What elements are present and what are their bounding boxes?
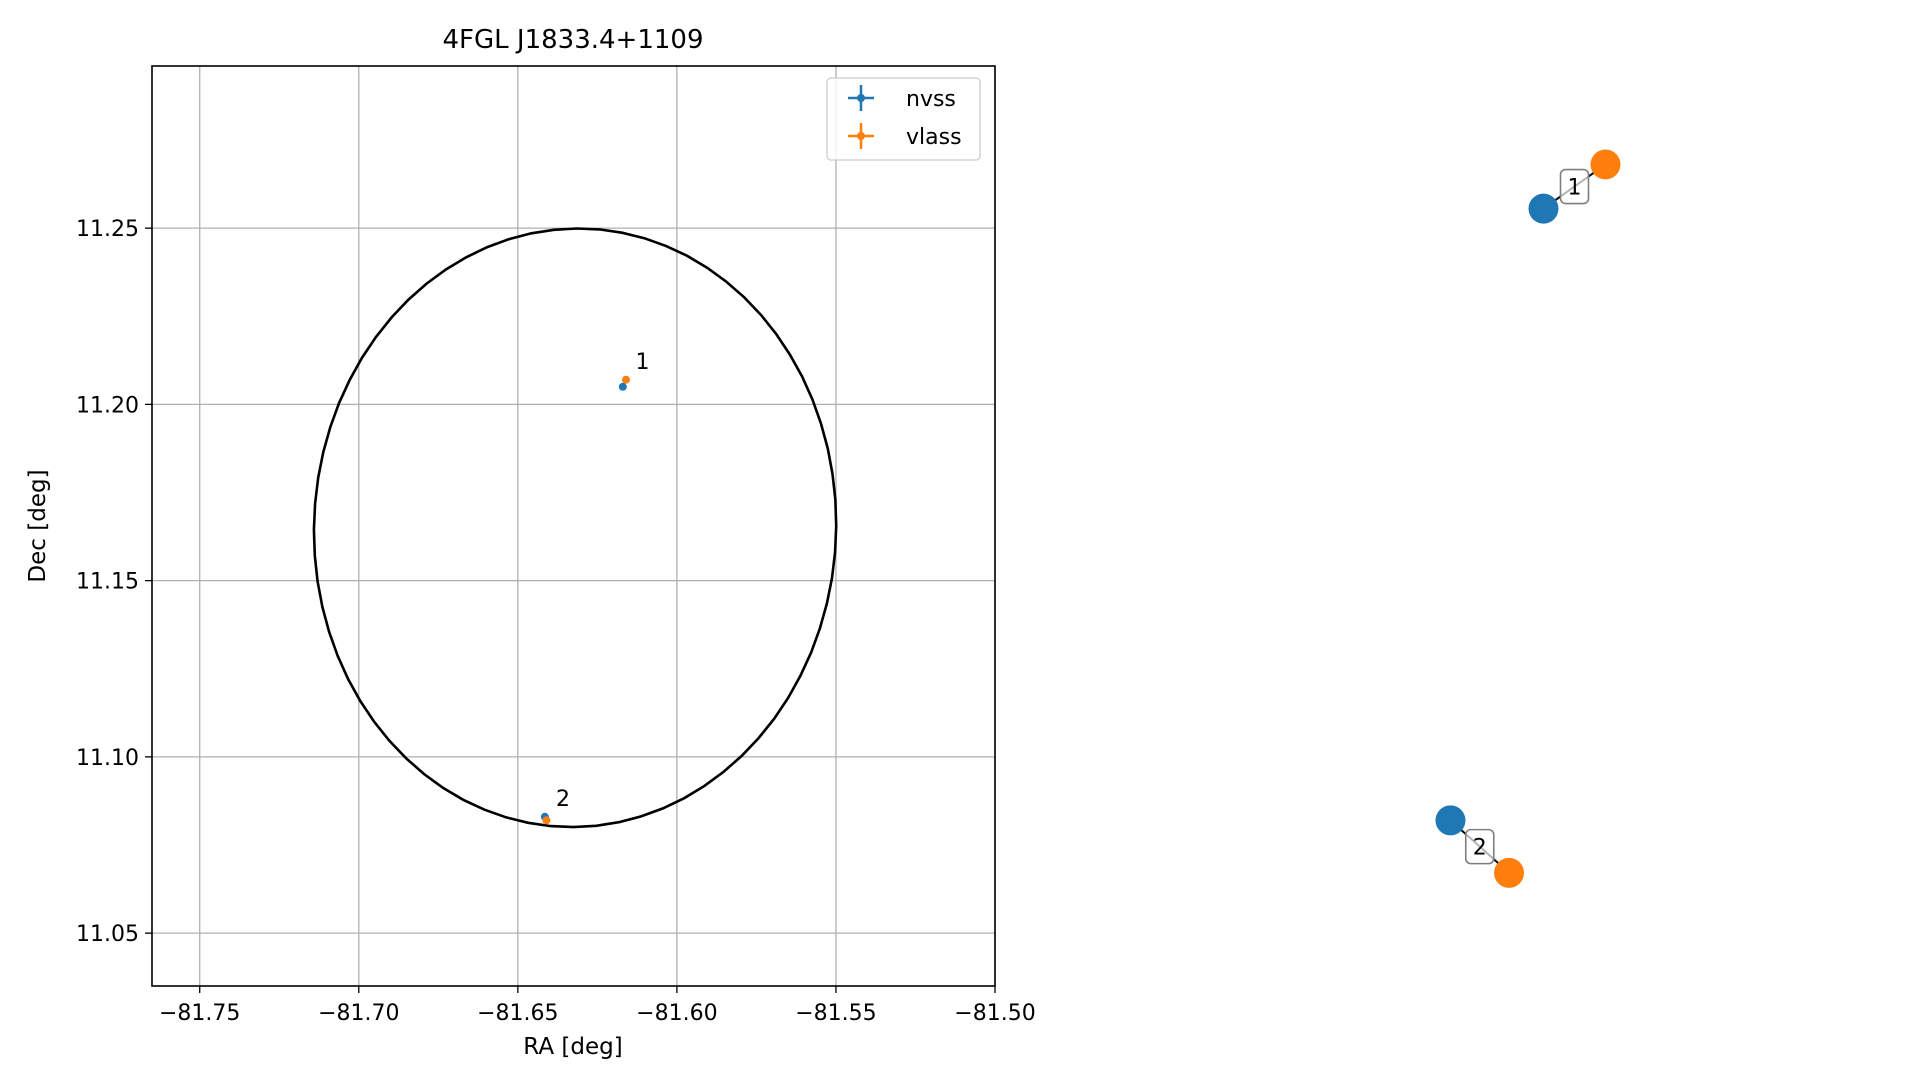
y-tick-label: 11.25 [76,217,139,242]
x-tick-label: −81.55 [795,1001,876,1026]
x-tick-label: −81.50 [954,1001,1035,1026]
legend: nvss vlass [826,77,981,161]
pair-label: 1 [1568,176,1582,201]
point-annotations: 12 [556,350,650,812]
uncertainty-ellipse-layer [312,227,838,829]
pair-label: 2 [1473,836,1487,861]
uncertainty-ellipse [312,227,838,829]
pair-point-nvss [1435,805,1466,836]
x-axis-ticks: −81.75 −81.70 −81.65 −81.60 −81.55 −81.50 [159,986,1036,1026]
y-tick-label: 11.10 [76,746,139,771]
y-axis-ticks: 11.05 11.10 11.15 11.20 11.25 [76,217,152,947]
chart-title: 4FGL J1833.4+1109 [443,25,704,55]
source-points [540,375,630,825]
x-tick-label: −81.70 [318,1001,399,1026]
y-tick-label: 11.20 [76,393,139,418]
y-tick-label: 11.15 [76,570,139,595]
y-tick-label: 11.05 [76,922,139,947]
legend-marker-nvss [848,85,874,111]
point-vlass [542,816,551,825]
y-axis-label: Dec [deg] [25,469,51,582]
pair-label-box [1559,168,1590,205]
grid-lines [152,66,996,986]
x-axis-label: RA [deg] [523,1034,622,1060]
x-tick-label: −81.75 [159,1001,240,1026]
x-tick-label: −81.65 [477,1001,558,1026]
pair-point-vlass [1590,149,1621,180]
plot-frame [151,65,996,987]
annotation-label: 2 [556,787,570,812]
point-nvss [618,382,627,391]
offset-pairs-panel: 12 [1435,149,1621,888]
pair-point-nvss [1528,193,1559,224]
pair-point-vlass [1494,857,1525,888]
point-vlass [621,375,630,384]
legend-label-nvss: nvss [906,87,956,112]
legend-label-vlass: vlass [906,125,962,150]
pair-label-box [1464,828,1495,865]
x-tick-label: −81.60 [636,1001,717,1026]
legend-marker-vlass [848,123,874,149]
annotation-label: 1 [636,350,650,375]
